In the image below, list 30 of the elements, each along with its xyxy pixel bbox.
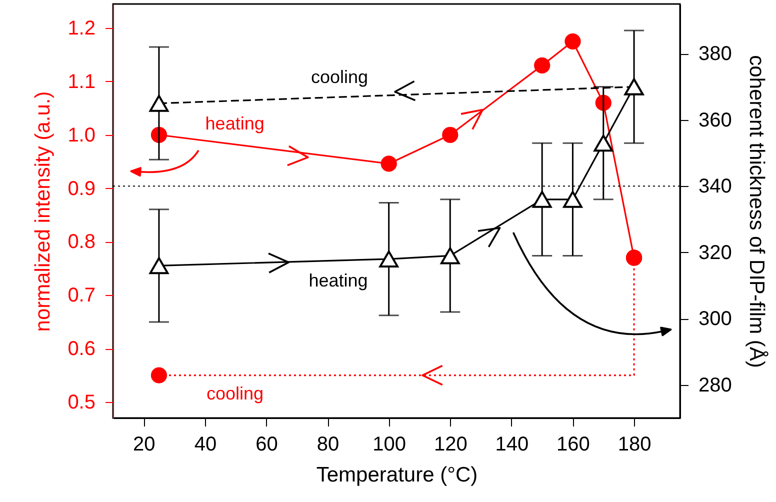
y-tick-label: 0.7 [68,284,96,307]
y2-tick-label: 340 [698,176,732,198]
series-label: heating [308,270,368,290]
y-axis-title: normalized intensity (a.u.) [32,91,55,332]
y2-tick-label: 300 [698,308,732,330]
x-tick-label: 100 [372,434,406,456]
y-tick-label: 1.1 [68,70,96,93]
y-tick-label: 1.0 [68,124,96,146]
x-tick-label: 140 [495,434,529,456]
x-tick-label: 20 [133,434,156,456]
y2-tick-label: 360 [698,109,732,132]
series-label: cooling [206,383,264,404]
y-tick-label: 0.9 [68,178,96,200]
x-tick-label: 40 [194,434,217,456]
y2-tick-label: 380 [698,43,732,66]
y2-tick-label: 280 [698,374,732,396]
series-label: cooling [310,67,368,88]
y2-axis-title: coherent thickness of DIP-film (Å) [744,55,769,368]
y-tick-label: 1.2 [68,18,96,40]
x-tick-label: 80 [316,434,340,456]
y-tick-label: 0.6 [68,338,96,360]
y-tick-label: 0.5 [68,391,96,414]
y2-tick-label: 320 [698,242,732,264]
x-tick-label: 120 [434,434,468,456]
x-tick-label: 160 [556,434,590,456]
y-tick-label: 0.8 [68,231,96,254]
x-axis-title: Temperature (°C) [316,464,478,486]
series-label: heating [205,113,264,134]
x-tick-label: 180 [618,434,652,456]
x-tick-label: 60 [256,434,278,456]
